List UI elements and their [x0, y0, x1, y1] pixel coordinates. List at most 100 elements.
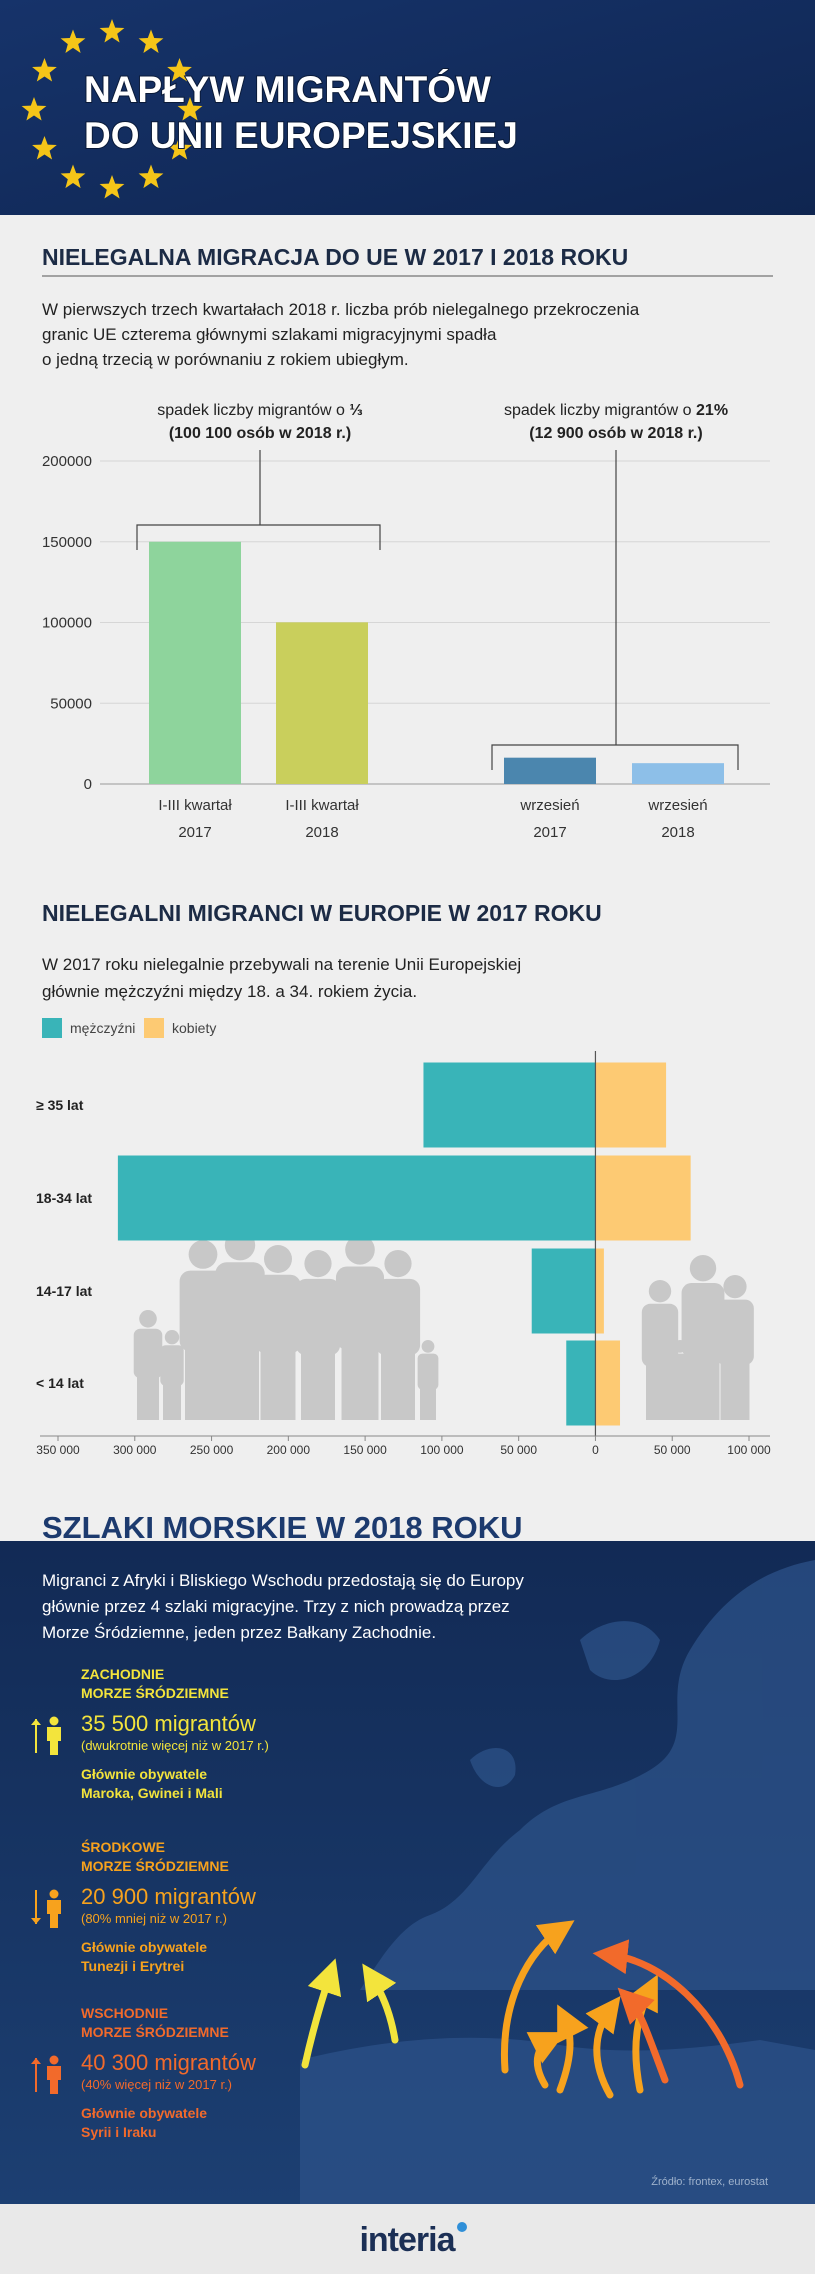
- silhouette-body: [179, 1270, 227, 1352]
- text-line: WSCHODNIE: [81, 2005, 168, 2021]
- silhouette: [160, 1330, 184, 1420]
- text-line: o jedną trzecią w porównaniu z rokiem ub…: [42, 350, 409, 369]
- eu-star: [167, 58, 192, 82]
- y-category-label: 14-17 lat: [36, 1283, 92, 1299]
- silhouette-body: [417, 1353, 439, 1390]
- annotation-detail: (12 900 osób w 2018 r.): [529, 425, 702, 442]
- route-arrow: [617, 1987, 669, 2084]
- silhouette: [417, 1340, 439, 1420]
- silhouette-head: [188, 1240, 218, 1269]
- text-line: 2017: [178, 824, 211, 841]
- bracket: [136, 450, 381, 550]
- silhouette-head: [304, 1250, 332, 1278]
- y-tick-label: 200000: [42, 453, 92, 470]
- silhouette-legs: [420, 1388, 436, 1420]
- route-citizens: Głównie obywatele Maroka, Gwinei i Mali: [81, 1766, 223, 1801]
- text-line: Głównie obywatele: [81, 1939, 207, 1955]
- route-icon-head: [49, 1716, 59, 1726]
- text-line: MORZE ŚRÓDZIEMNE: [81, 1684, 229, 1701]
- silhouette: [255, 1245, 301, 1420]
- silhouette: [133, 1310, 163, 1420]
- route-arrow: [362, 1963, 399, 2044]
- eu-star: [167, 136, 192, 160]
- bar: [276, 622, 368, 784]
- route-name: ŚRODKOWE MORZE ŚRÓDZIEMNE: [81, 1838, 229, 1874]
- silhouette: [215, 1230, 265, 1420]
- text-line: głównie mężczyźni między 18. a 34. rokie…: [42, 982, 417, 1001]
- y-tick-label: 50000: [50, 695, 92, 712]
- silhouette: [179, 1240, 227, 1420]
- bar: [595, 1248, 604, 1334]
- y-category-label: < 14 lat: [36, 1375, 84, 1391]
- footer-band: [0, 2204, 815, 2274]
- x-tick-label: 50 000: [654, 1443, 691, 1457]
- text-line: MORZE ŚRÓDZIEMNE: [81, 1857, 229, 1874]
- silhouette-legs: [341, 1346, 379, 1420]
- eu-star: [99, 175, 125, 199]
- route-count: 20 900 migrantów: [81, 1884, 256, 1909]
- section-text: Migranci z Afryki i Bliskiego Wschodu pr…: [42, 1571, 524, 1642]
- eu-star: [32, 58, 57, 82]
- silhouette: [641, 1280, 679, 1420]
- x-tick-label: 300 000: [113, 1443, 157, 1457]
- text-line: Morze Śródziemne, jeden przez Bałkany Za…: [42, 1623, 436, 1642]
- section-text: W pierwszych trzech kwartałach 2018 r. l…: [42, 300, 640, 369]
- silhouette: [716, 1275, 754, 1420]
- silhouette-head: [164, 1330, 180, 1345]
- bar: [149, 541, 241, 784]
- x-tick-label: 250 000: [190, 1443, 234, 1457]
- x-tick-label: 200 000: [267, 1443, 311, 1457]
- section-text: W 2017 roku nielegalnie przebywali na te…: [42, 955, 521, 1001]
- bar: [423, 1062, 596, 1148]
- eu-star: [177, 97, 203, 121]
- y-tick-label: 0: [84, 776, 92, 793]
- silhouette-body: [215, 1262, 265, 1348]
- bar: [595, 1155, 691, 1241]
- route-arrow: [301, 1958, 342, 2069]
- silhouette-legs: [686, 1354, 720, 1420]
- route-count: 35 500 migrantów: [81, 1711, 256, 1736]
- silhouette-body: [641, 1303, 679, 1367]
- silhouette-legs: [646, 1364, 674, 1420]
- silhouette-legs: [260, 1350, 296, 1420]
- annotation-detail: (100 100 osób w 2018 r.): [169, 425, 351, 442]
- legend-swatch: [144, 1018, 164, 1038]
- silhouette: [295, 1250, 341, 1420]
- route-count: 40 300 migrantów: [81, 2050, 256, 2075]
- x-tick-label: 150 000: [343, 1443, 387, 1457]
- legend-label: kobiety: [172, 1020, 216, 1036]
- silhouette-head: [648, 1280, 672, 1303]
- silhouette-legs: [221, 1344, 259, 1420]
- silhouette-body: [681, 1283, 725, 1358]
- silhouette-head: [139, 1310, 157, 1328]
- silhouette: [375, 1250, 421, 1420]
- route-name: WSCHODNIE MORZE ŚRÓDZIEMNE: [81, 2005, 229, 2040]
- text-line: I-III kwartał: [285, 797, 359, 814]
- text-line: MORZE ŚRÓDZIEMNE: [81, 2023, 229, 2040]
- route-citizens: Głównie obywatele Tunezji i Erytrei: [81, 1939, 207, 1974]
- text-line: W pierwszych trzech kwartałach 2018 r. l…: [42, 300, 640, 319]
- eu-star: [138, 164, 164, 189]
- annotation-text: spadek liczby migrantów o: [504, 402, 692, 419]
- bar: [117, 1155, 596, 1241]
- map-land: [470, 1748, 516, 1787]
- eu-star: [21, 97, 47, 121]
- route-arrow: [526, 2032, 566, 2089]
- bar: [504, 757, 596, 784]
- route-icon-body: [47, 2066, 61, 2094]
- page-title: NAPŁYW MIGRANTÓW: [84, 68, 491, 110]
- annotation: spadek liczby migrantów o 21%: [504, 402, 728, 419]
- route-icon-head: [49, 2055, 59, 2065]
- route-arrow: [592, 1939, 744, 2089]
- silhouette-body: [295, 1278, 341, 1356]
- bar: [595, 1062, 667, 1148]
- text-line: ZACHODNIE: [81, 1666, 164, 1682]
- map-land: [580, 1621, 660, 1680]
- text-line: głównie przez 4 szlaki migracyjne. Trzy …: [42, 1597, 510, 1616]
- route-note: (dwukrotnie więcej niż w 2017 r.): [81, 1738, 269, 1753]
- route-note: (80% mniej niż w 2017 r.): [81, 1911, 227, 1926]
- text-line: Głównie obywatele: [81, 2105, 207, 2121]
- map-land: [360, 1560, 815, 1990]
